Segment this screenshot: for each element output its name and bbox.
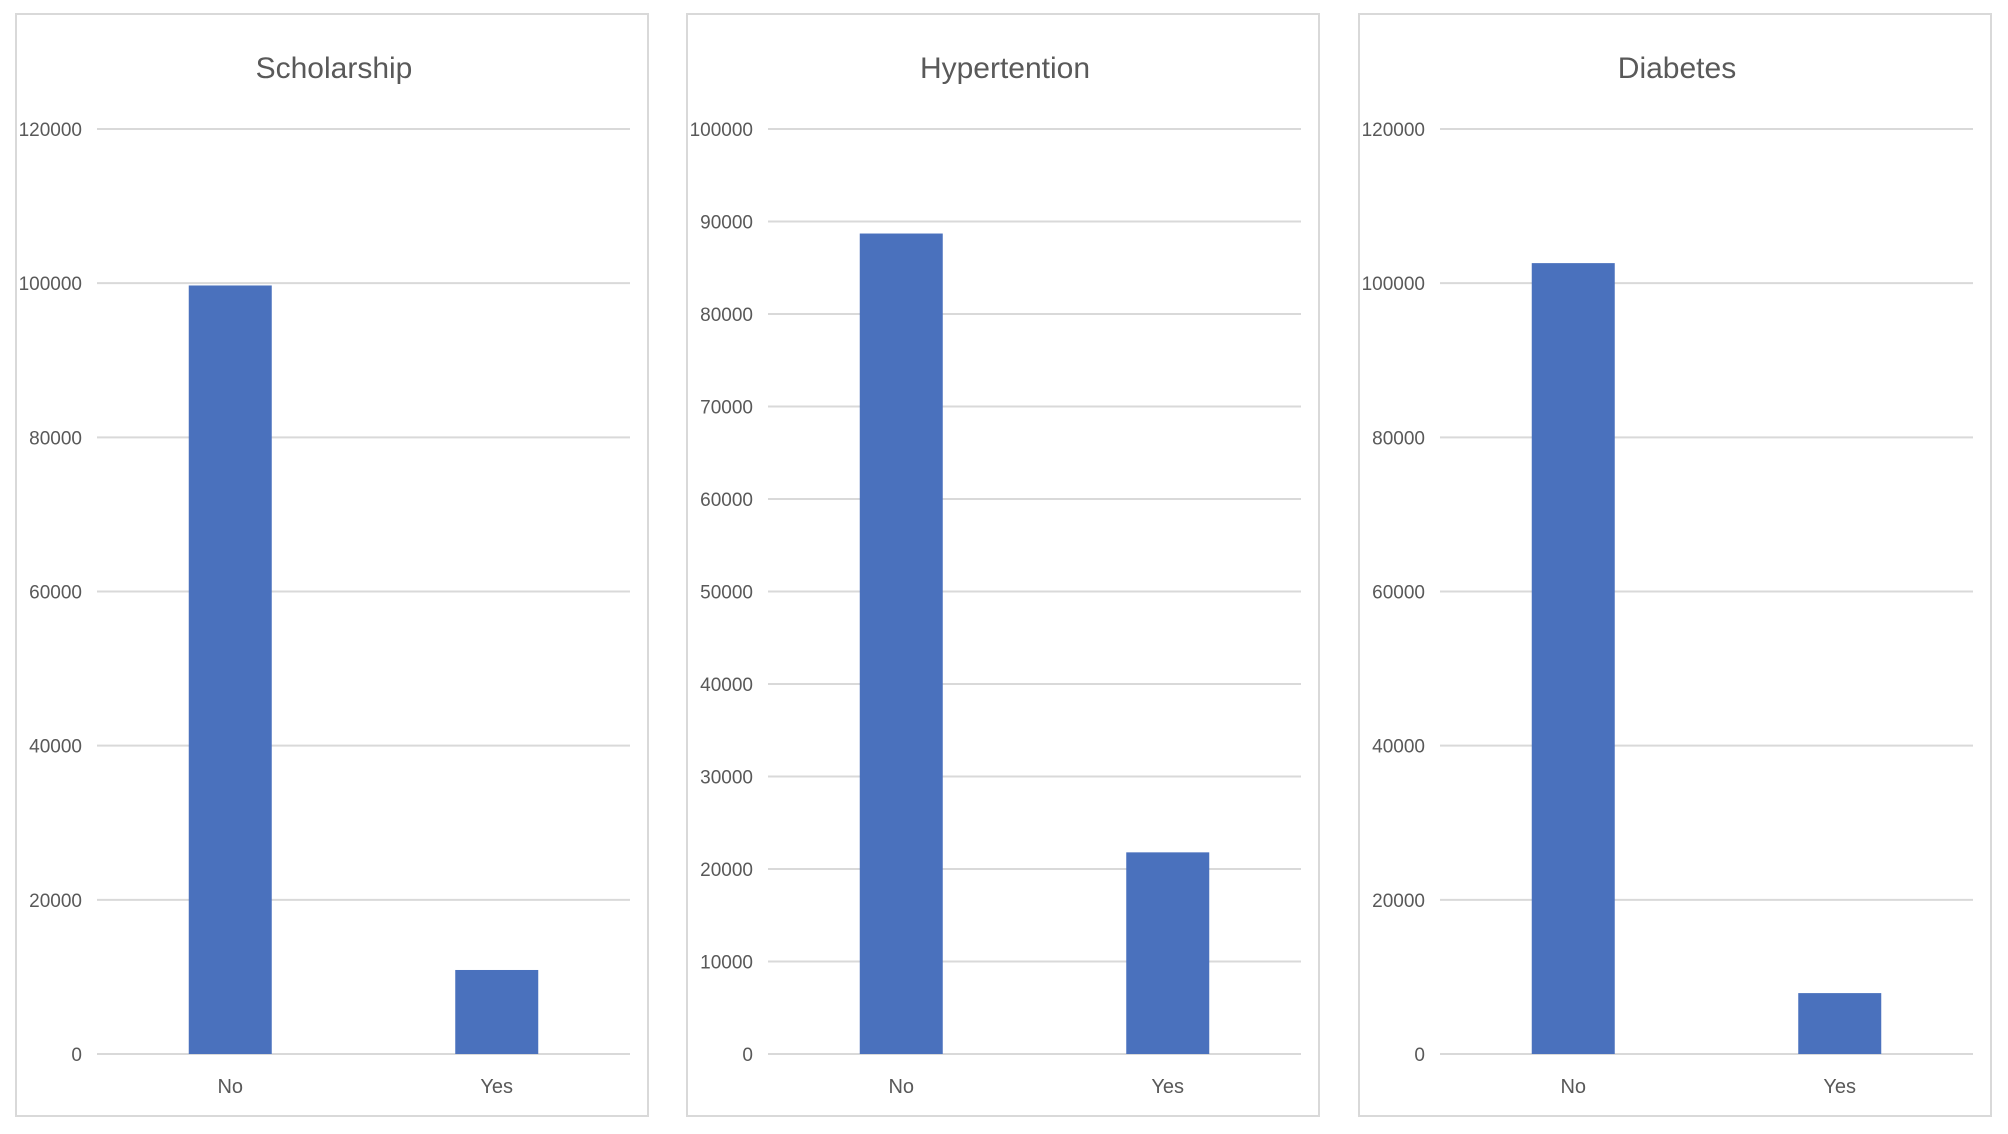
- y-tick-label: 0: [71, 1045, 82, 1066]
- y-tick-label: 80000: [1372, 428, 1425, 449]
- chart-scholarship: Scholarship 0 20000 40000 60000 80000 100000 1…: [19, 52, 630, 1098]
- y-tick-label: 60000: [29, 583, 82, 604]
- y-tick-label: 60000: [700, 490, 753, 511]
- bar-yes: [1126, 852, 1210, 1054]
- y-tick-label: 30000: [700, 768, 753, 789]
- y-tick-label: 40000: [29, 737, 82, 758]
- y-tick-label: 40000: [1372, 737, 1425, 758]
- x-category-label: No: [217, 1076, 243, 1098]
- chart-title: Hypertention: [920, 52, 1090, 85]
- x-category-label: No: [1560, 1076, 1586, 1098]
- chart-title: Scholarship: [256, 52, 413, 85]
- chart-panel-scholarship: Scholarship 0 20000 40000 60000 80000 100000 1…: [15, 13, 649, 1117]
- y-tick-label: 100000: [1362, 274, 1425, 295]
- bar-no: [188, 285, 272, 1055]
- y-tick-label: 20000: [29, 891, 82, 912]
- bar-yes: [1798, 993, 1882, 1054]
- chart-diabetes: Diabetes 0 20000 40000 60000 80000 100000 1200…: [1362, 52, 1973, 1098]
- x-category-label: Yes: [1151, 1076, 1184, 1098]
- y-tick-label: 0: [742, 1045, 753, 1066]
- y-tick-label: 90000: [700, 213, 753, 234]
- y-tick-label: 60000: [1372, 583, 1425, 604]
- chart-hypertention: Hypertention 0 10000 20000 30000 40000 50000 6…: [690, 52, 1301, 1098]
- y-tick-label: 50000: [700, 583, 753, 604]
- chart-panel-hypertention: Hypertention 0 10000 20000 30000 40000 50000 6…: [686, 13, 1320, 1117]
- bar-no: [1531, 263, 1615, 1054]
- y-tick-label: 40000: [700, 675, 753, 696]
- x-category-label: No: [888, 1076, 914, 1098]
- y-tick-label: 120000: [19, 120, 82, 141]
- y-tick-label: 120000: [1362, 120, 1425, 141]
- y-tick-label: 20000: [1372, 891, 1425, 912]
- bar-no: [859, 233, 943, 1054]
- y-tick-label: 70000: [700, 398, 753, 419]
- x-category-label: Yes: [1823, 1076, 1856, 1098]
- y-tick-label: 100000: [19, 274, 82, 295]
- y-tick-label: 80000: [29, 428, 82, 449]
- chart-panel-diabetes: Diabetes 0 20000 40000 60000 80000 100000 1200…: [1358, 13, 1992, 1117]
- y-tick-label: 20000: [700, 860, 753, 881]
- y-tick-label: 100000: [690, 120, 753, 141]
- y-tick-label: 80000: [700, 305, 753, 326]
- chart-title: Diabetes: [1618, 52, 1736, 85]
- y-tick-label: 10000: [700, 953, 753, 974]
- y-tick-label: 0: [1414, 1045, 1425, 1066]
- bar-yes: [455, 969, 539, 1054]
- x-category-label: Yes: [480, 1076, 513, 1098]
